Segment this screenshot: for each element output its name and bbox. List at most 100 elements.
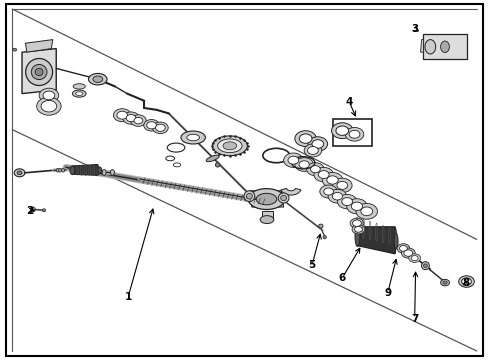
Ellipse shape [318,224,323,228]
Ellipse shape [351,225,364,234]
Ellipse shape [75,92,83,95]
Ellipse shape [152,122,168,134]
Ellipse shape [461,278,470,285]
Ellipse shape [350,202,362,211]
Ellipse shape [206,155,219,162]
Ellipse shape [331,123,352,139]
Ellipse shape [13,48,17,51]
Polygon shape [261,211,272,220]
Polygon shape [422,34,466,59]
Text: 2: 2 [26,206,33,216]
Ellipse shape [421,262,428,270]
Ellipse shape [354,226,362,232]
Ellipse shape [244,191,254,202]
Polygon shape [25,40,53,52]
Ellipse shape [341,198,352,206]
Text: 3: 3 [410,24,417,34]
Ellipse shape [307,147,318,154]
Ellipse shape [17,171,22,175]
Ellipse shape [294,131,316,147]
Ellipse shape [403,250,412,256]
Polygon shape [72,165,100,175]
Ellipse shape [102,170,106,175]
Ellipse shape [256,193,276,205]
Polygon shape [22,49,56,94]
Ellipse shape [41,100,57,112]
Text: 1: 1 [124,292,131,302]
Ellipse shape [354,227,359,247]
Ellipse shape [31,64,47,80]
Ellipse shape [355,203,377,219]
Ellipse shape [98,167,102,174]
Ellipse shape [322,236,326,239]
Ellipse shape [126,114,136,122]
Ellipse shape [155,124,165,131]
Ellipse shape [424,40,435,54]
Ellipse shape [423,264,427,267]
Ellipse shape [219,141,225,147]
Ellipse shape [313,167,333,182]
Ellipse shape [134,117,142,124]
Ellipse shape [332,178,351,193]
Ellipse shape [335,126,348,135]
Ellipse shape [88,73,107,85]
Ellipse shape [408,254,420,262]
Ellipse shape [70,166,75,175]
Ellipse shape [212,136,247,156]
Ellipse shape [323,188,333,195]
Ellipse shape [311,140,323,148]
Ellipse shape [246,193,252,199]
Ellipse shape [110,170,114,175]
Ellipse shape [401,248,414,258]
Ellipse shape [42,209,45,212]
Ellipse shape [59,168,61,172]
Ellipse shape [248,189,284,210]
Ellipse shape [283,153,303,167]
Ellipse shape [122,112,139,124]
Ellipse shape [61,168,64,172]
Ellipse shape [181,131,205,144]
Ellipse shape [26,59,53,86]
Ellipse shape [37,97,61,115]
Ellipse shape [73,84,85,89]
Ellipse shape [223,142,236,150]
Ellipse shape [186,134,199,141]
Ellipse shape [299,134,311,143]
Ellipse shape [287,156,298,164]
Polygon shape [356,227,396,254]
Ellipse shape [35,68,43,76]
Ellipse shape [30,207,35,212]
Ellipse shape [117,111,127,119]
Ellipse shape [442,281,446,284]
Ellipse shape [143,120,159,131]
Ellipse shape [396,244,409,253]
Ellipse shape [346,199,366,214]
Ellipse shape [299,161,308,168]
Ellipse shape [327,189,346,203]
Ellipse shape [278,193,288,203]
Ellipse shape [306,163,324,176]
Ellipse shape [440,41,448,53]
Ellipse shape [130,115,146,126]
Ellipse shape [336,181,347,189]
Ellipse shape [72,90,86,97]
Ellipse shape [458,276,473,287]
Ellipse shape [360,207,372,216]
Ellipse shape [332,193,342,200]
Ellipse shape [39,88,59,103]
Ellipse shape [393,234,397,249]
Ellipse shape [348,130,359,138]
Ellipse shape [14,169,25,177]
Polygon shape [420,40,423,52]
Ellipse shape [307,137,327,151]
Wedge shape [280,188,301,195]
Ellipse shape [215,163,220,167]
Ellipse shape [345,127,363,141]
Ellipse shape [310,166,320,173]
Ellipse shape [113,109,131,122]
Ellipse shape [217,139,242,153]
Ellipse shape [352,220,361,226]
Ellipse shape [326,176,338,184]
Ellipse shape [318,171,328,179]
Ellipse shape [56,168,59,172]
